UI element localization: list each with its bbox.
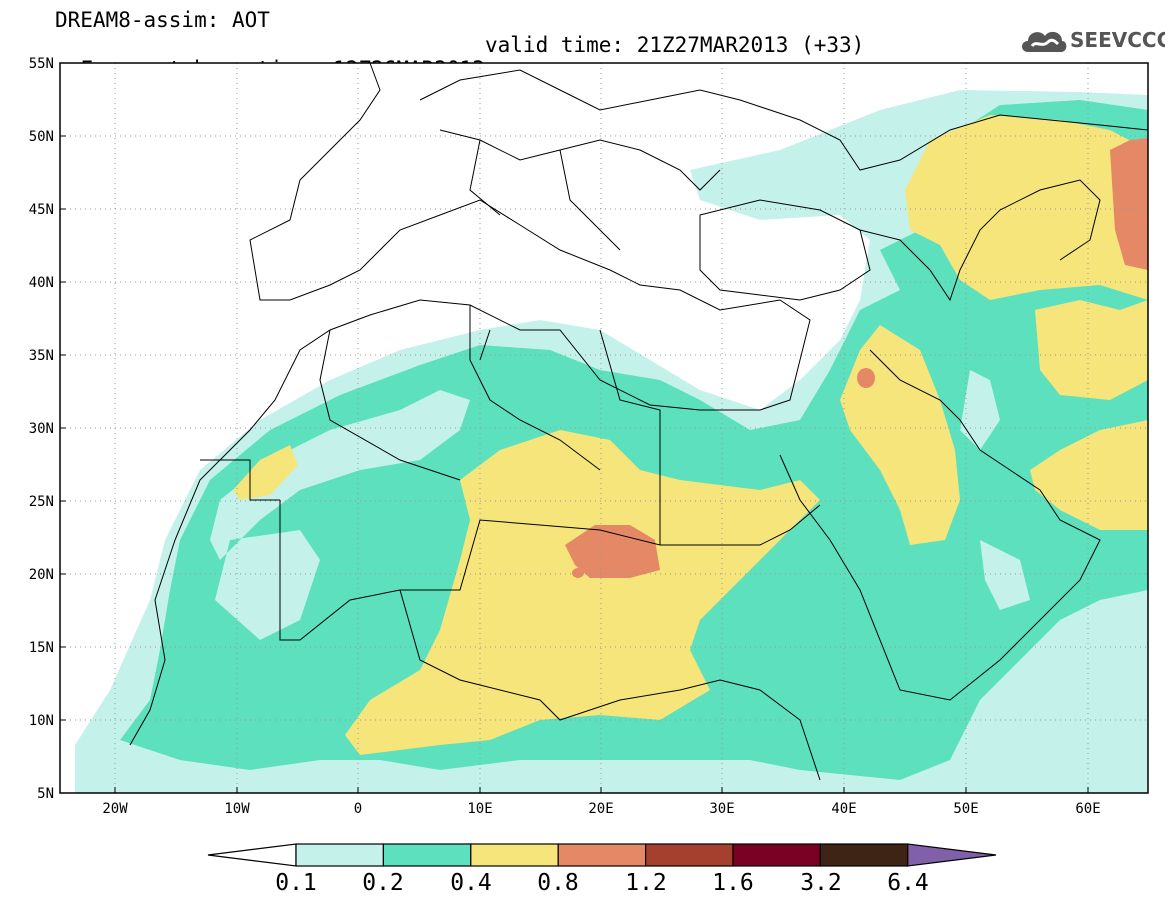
lat-label: 15N	[29, 640, 54, 656]
lon-label: 20W	[102, 801, 128, 817]
lon-label: 50E	[953, 801, 978, 817]
colorbar-label: 3.2	[800, 870, 842, 896]
colorbar-label: 1.2	[625, 870, 667, 896]
colorbar-arrow-high	[907, 843, 997, 867]
aot-level-0-4	[345, 430, 820, 755]
lon-axis	[114, 787, 1089, 793]
lon-label: 60E	[1075, 801, 1100, 817]
aot-field	[60, 63, 1148, 793]
colorbar-swatch	[382, 843, 472, 867]
lat-axis	[60, 62, 66, 794]
lon-label: 10W	[224, 801, 250, 817]
valid-time-text: valid time: 21Z27MAR2013 (+33)	[485, 33, 865, 57]
colorbar-swatch	[732, 843, 822, 867]
lon-label: 30E	[709, 801, 734, 817]
colorbar	[207, 843, 997, 867]
colorbar-label: 0.8	[537, 870, 579, 896]
lat-label: 35N	[29, 348, 54, 364]
colorbar-swatch	[644, 843, 734, 867]
logo-text: SEEVCCC	[1070, 28, 1165, 52]
map-grid	[60, 63, 1148, 793]
lat-label: 40N	[29, 275, 54, 291]
colorbar-swatch	[295, 843, 385, 867]
lon-label: 10E	[467, 801, 492, 817]
aot-level-0-1-west-sahara	[210, 390, 470, 640]
colorbar-label: 1.6	[712, 870, 754, 896]
aot-level-0-1-arabia	[960, 370, 1000, 450]
lon-labels: 20W 10W 0 10E 20E 30E 40E 50E 60E	[102, 801, 1100, 817]
lat-label: 10N	[29, 713, 54, 729]
lat-labels: 55N 50N 45N 40N 35N 30N 25N 20N 15N 10N …	[29, 56, 54, 802]
aot-level-0-8-chad	[565, 525, 660, 578]
lat-label: 20N	[29, 567, 54, 583]
colorbar-swatch	[819, 843, 909, 867]
aot-level-0-8-chad-spot	[572, 568, 584, 578]
aot-level-0-2	[120, 100, 1148, 780]
map-title: DREAM8-assim: AOT	[55, 8, 270, 32]
aot-level-0-8-kazakh	[1110, 138, 1148, 270]
colorbar-label: 6.4	[887, 870, 929, 896]
lon-label: 20E	[588, 801, 613, 817]
aot-level-0-1-horn	[980, 540, 1030, 610]
lat-label: 50N	[29, 129, 54, 145]
aot-level-0-8-iraq	[857, 368, 875, 388]
lat-label: 30N	[29, 421, 54, 437]
colorbar-label: 0.1	[275, 870, 317, 896]
lon-label: 40E	[831, 801, 856, 817]
lon-label: 0	[354, 801, 362, 817]
lat-label: 45N	[29, 202, 54, 218]
colorbar-swatch	[557, 843, 647, 867]
colorbar-label: 0.2	[362, 870, 404, 896]
cloud-logo-icon	[1022, 31, 1067, 52]
colorbar-label: 0.4	[450, 870, 492, 896]
seevccc-logo: SEEVCCC	[1018, 24, 1165, 58]
aot-level-0-4-iran	[1030, 300, 1148, 530]
colorbar-swatch	[470, 843, 559, 867]
lat-label: 25N	[29, 494, 54, 510]
lat-label: 5N	[37, 786, 54, 802]
colorbar-arrow-low	[207, 843, 297, 867]
coastlines	[129, 63, 1148, 781]
lat-label: 55N	[29, 56, 54, 72]
aot-level-0-4-west	[233, 445, 298, 500]
